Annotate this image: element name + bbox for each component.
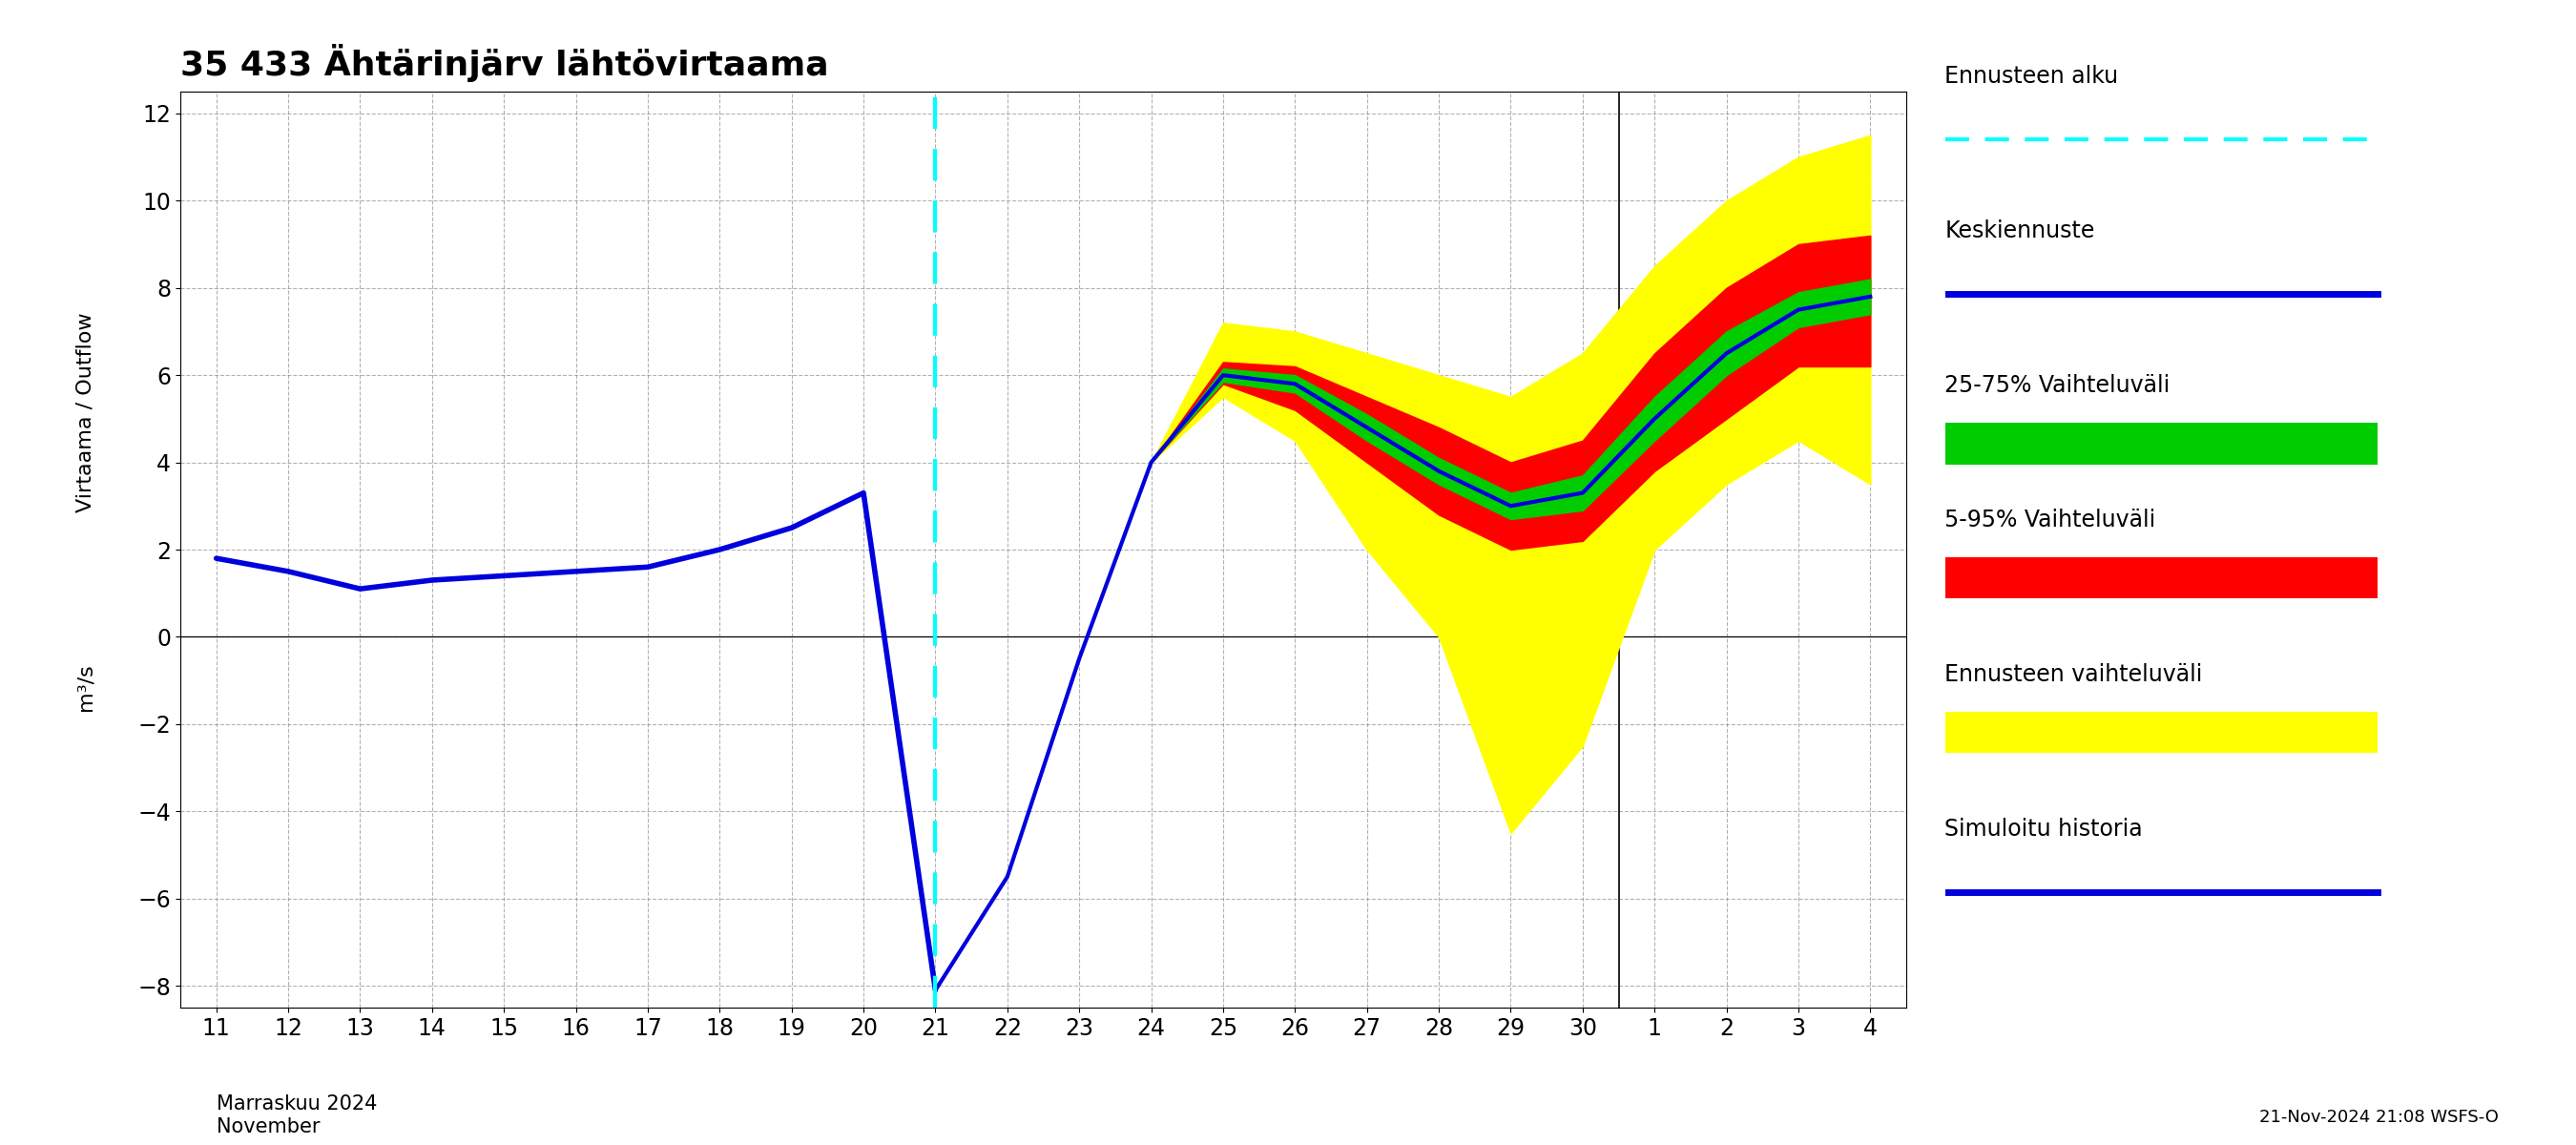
Text: Simuloitu historia: Simuloitu historia	[1945, 818, 2143, 840]
Text: m³/s: m³/s	[75, 663, 95, 711]
Text: Keskiennuste: Keskiennuste	[1945, 220, 2094, 243]
Text: 35 433 Ähtärinjärv lähtövirtaama: 35 433 Ähtärinjärv lähtövirtaama	[180, 45, 829, 82]
Text: Virtaama / Outflow: Virtaama / Outflow	[75, 313, 95, 512]
FancyBboxPatch shape	[1945, 712, 2378, 753]
FancyBboxPatch shape	[1945, 423, 2378, 465]
Text: 25-75% Vaihteluväli: 25-75% Vaihteluväli	[1945, 374, 2169, 397]
Text: 21-Nov-2024 21:08 WSFS-O: 21-Nov-2024 21:08 WSFS-O	[2259, 1108, 2499, 1126]
Text: Marraskuu 2024
November: Marraskuu 2024 November	[216, 1095, 376, 1136]
FancyBboxPatch shape	[1945, 556, 2378, 598]
Text: Ennusteen alku: Ennusteen alku	[1945, 65, 2117, 88]
Text: Ennusteen vaihteluväli: Ennusteen vaihteluväli	[1945, 663, 2202, 686]
Text: 5-95% Vaihteluväli: 5-95% Vaihteluväli	[1945, 508, 2156, 531]
